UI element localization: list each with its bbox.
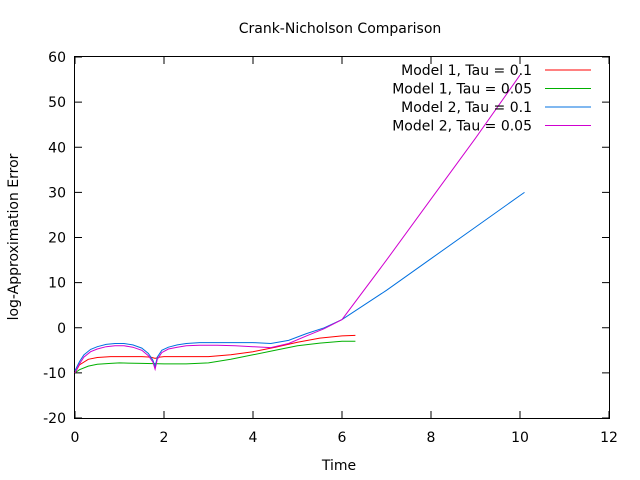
x-axis-label: Time [321,458,356,474]
legend-label: Model 1, Tau = 0.1 [401,63,532,79]
y-tick-label: 30 [48,185,66,201]
series-line-2 [74,340,356,374]
x-tick-label: 4 [249,430,258,446]
series-layer [74,74,525,374]
y-tick-label: -10 [43,366,66,382]
legend-label: Model 2, Tau = 0.1 [401,100,532,116]
y-tick-label: -20 [43,411,66,427]
x-tick-label: 0 [71,430,80,446]
y-axis: -20 -10 0 10 20 30 40 50 60 [43,50,609,427]
series-line-1 [74,334,356,374]
x-tick-label: 2 [160,430,169,446]
x-axis: 0 2 4 6 8 10 12 [71,57,618,446]
x-tick-label: 10 [511,430,529,446]
legend-label: Model 1, Tau = 0.05 [392,82,532,98]
y-tick-label: 10 [48,276,66,292]
x-tick-label: 12 [600,430,618,446]
x-tick-label: 8 [427,430,436,446]
x-tick-label: 6 [338,430,347,446]
y-tick-label: 0 [57,321,66,337]
series-line-4 [74,74,521,374]
y-tick-label: 40 [48,140,66,156]
y-tick-label: 20 [48,231,66,247]
y-tick-label: 50 [48,95,66,111]
plot-frame [74,56,610,419]
legend: Model 1, Tau = 0.1 Model 1, Tau = 0.05 Mod… [392,63,591,135]
y-tick-label: 60 [48,50,66,66]
series-line-3 [74,191,525,371]
chart-title: Crank-Nicholson Comparison [239,21,442,37]
y-axis-label: log-Approximation Error [6,153,22,320]
legend-label: Model 2, Tau = 0.05 [392,119,532,135]
